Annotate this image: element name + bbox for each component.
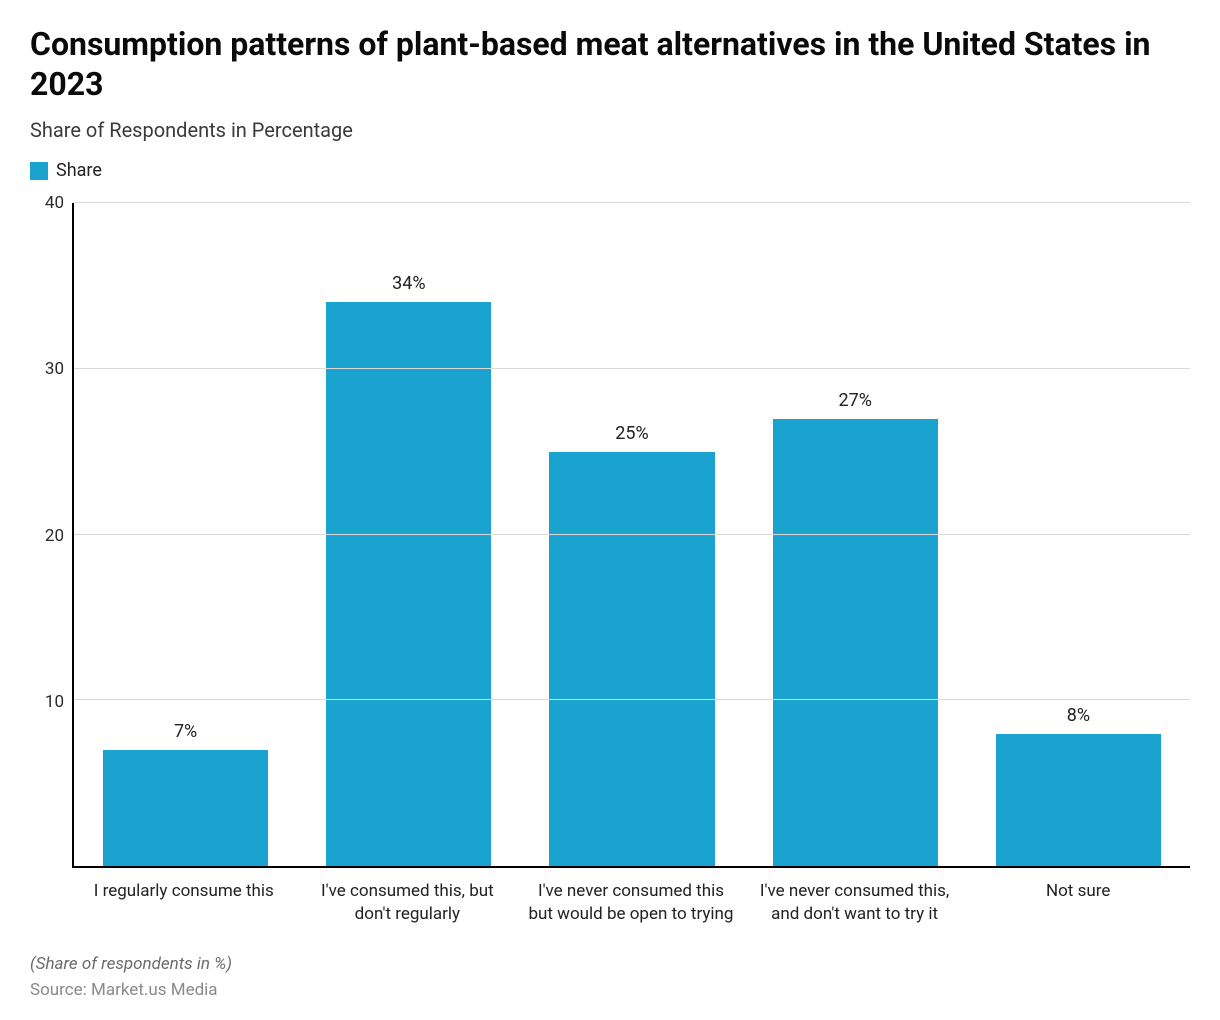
y-tick-label: 20 <box>45 526 64 546</box>
bar-value-label: 27% <box>839 390 872 411</box>
bar-slot: 27% <box>744 203 967 866</box>
chart-footnote: (Share of respondents in %) <box>30 954 1190 974</box>
bar-slot: 7% <box>74 203 297 866</box>
chart-container: Consumption patterns of plant-based meat… <box>0 0 1220 1020</box>
x-axis-label: I've never consumed this, and don't want… <box>743 880 967 926</box>
chart-title: Consumption patterns of plant-based meat… <box>30 24 1190 104</box>
x-axis-label: Not sure <box>966 880 1190 926</box>
bar-rect <box>103 750 268 866</box>
legend-swatch <box>30 162 48 180</box>
chart-footer: (Share of respondents in %) Source: Mark… <box>30 954 1190 1000</box>
x-axis-label: I've never consumed this but would be op… <box>519 880 743 926</box>
bar-rect <box>773 419 938 867</box>
bar-slot: 8% <box>967 203 1190 866</box>
bar-value-label: 8% <box>1067 705 1090 726</box>
bars-group: 7% 34% 25% 27% 8% <box>74 203 1190 866</box>
y-tick-label: 30 <box>45 359 64 379</box>
legend-label: Share <box>56 160 102 181</box>
y-tick-label: 10 <box>45 692 64 712</box>
x-axis-label: I've consumed this, but don't regularly <box>296 880 520 926</box>
plot-area: 7% 34% 25% 27% 8% <box>72 203 1190 868</box>
chart-subtitle: Share of Respondents in Percentage <box>30 118 1190 142</box>
bar-slot: 25% <box>520 203 743 866</box>
bar-rect <box>549 452 714 866</box>
x-axis-labels: I regularly consume thisI've consumed th… <box>72 880 1190 926</box>
gridline <box>74 699 1190 700</box>
bar-rect <box>326 302 491 866</box>
bar-value-label: 7% <box>174 721 197 742</box>
bar-value-label: 25% <box>615 423 648 444</box>
plot-wrap: 10203040 7%34%25%27%8% <box>30 203 1190 868</box>
gridline <box>74 202 1190 203</box>
x-axis-label: I regularly consume this <box>72 880 296 926</box>
y-tick-label: 40 <box>45 193 64 213</box>
bar-rect <box>996 734 1161 867</box>
gridline <box>74 534 1190 535</box>
chart-source: Source: Market.us Media <box>30 980 1190 1000</box>
chart-legend: Share <box>30 160 1190 181</box>
gridline <box>74 368 1190 369</box>
bar-slot: 34% <box>297 203 520 866</box>
bar-value-label: 34% <box>392 273 425 294</box>
y-axis: 10203040 <box>30 203 72 868</box>
